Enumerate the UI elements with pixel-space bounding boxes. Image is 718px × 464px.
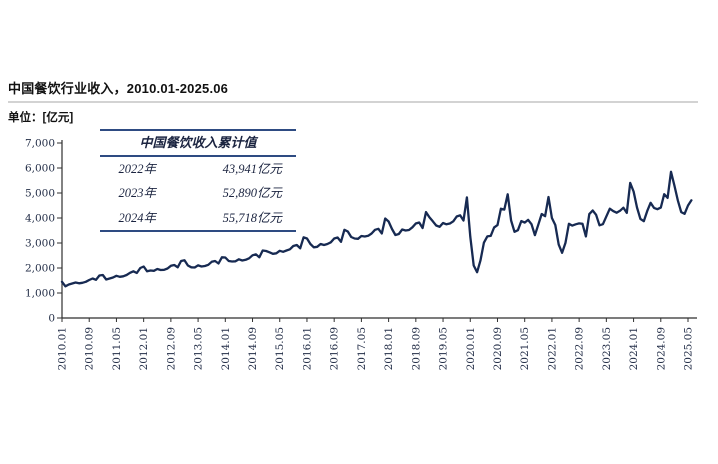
x-tick-label: 2022.09 [574,327,586,370]
summary-table-title: 中国餐饮收入累计值 [100,131,296,157]
x-tick-label: 2012.09 [165,327,177,370]
x-tick-label: 2018.09 [410,327,422,370]
x-tick-label: 2021.05 [519,327,531,370]
x-tick-label: 2019.05 [438,327,450,370]
x-tick-label: 2023.05 [601,327,613,370]
page-title: 中国餐饮行业收入，2010.01-2025.06 [8,81,229,96]
x-tick-label: 2010.01 [57,327,69,370]
y-tick-label: 6,000 [25,163,55,175]
x-tick-label: 2025.05 [683,327,695,370]
x-tick-label: 2014.01 [220,327,232,370]
x-tick-label: 2013.05 [193,327,205,370]
x-tick-label: 2010.09 [84,327,96,370]
x-tick-label: 2015.05 [274,327,286,370]
y-tick-label: 1,000 [25,288,55,300]
x-tick-label: 2024.01 [628,327,640,370]
y-tick-label: 0 [48,313,55,325]
x-tick-label: 2012.01 [138,327,150,370]
x-tick-label: 2024.09 [655,327,667,370]
year-value: 52,890亿元 [222,186,282,201]
revenue-line [60,170,693,288]
unit-label: 单位：[亿元] [8,112,74,124]
x-tick-label: 2022.01 [546,327,558,370]
y-tick-label: 4,000 [25,213,55,225]
x-tick-label: 2016.01 [301,327,313,370]
y-tick-label: 3,000 [25,238,55,250]
x-tick-label: 2014.09 [247,327,259,370]
y-tick-label: 2,000 [25,263,55,275]
year-value: 55,718亿元 [222,210,282,225]
summary-table: 中国餐饮收入累计值 2022年 43,941亿元 2023年 52,890亿元 … [100,129,296,232]
x-tick-label: 2016.09 [329,327,341,370]
title-divider [8,101,698,103]
year-label: 2022年 [118,162,156,176]
x-tick-label: 2018.01 [383,327,395,370]
x-tick-label: 2020.09 [492,327,504,370]
y-tick-label: 7,000 [25,138,55,150]
year-label: 2024年 [118,210,156,225]
y-tick-label: 5,000 [25,188,55,200]
x-tick-label: 2011.05 [111,327,123,370]
year-label: 2023年 [118,186,156,201]
table-row: 2022年 43,941亿元 [100,157,296,181]
table-row: 2024年 55,718亿元 [100,206,296,230]
x-tick-label: 2017.05 [356,327,368,370]
x-tick-label: 2020.01 [465,327,477,370]
table-row: 2023年 52,890亿元 [100,181,296,205]
year-value: 43,941亿元 [222,162,282,176]
